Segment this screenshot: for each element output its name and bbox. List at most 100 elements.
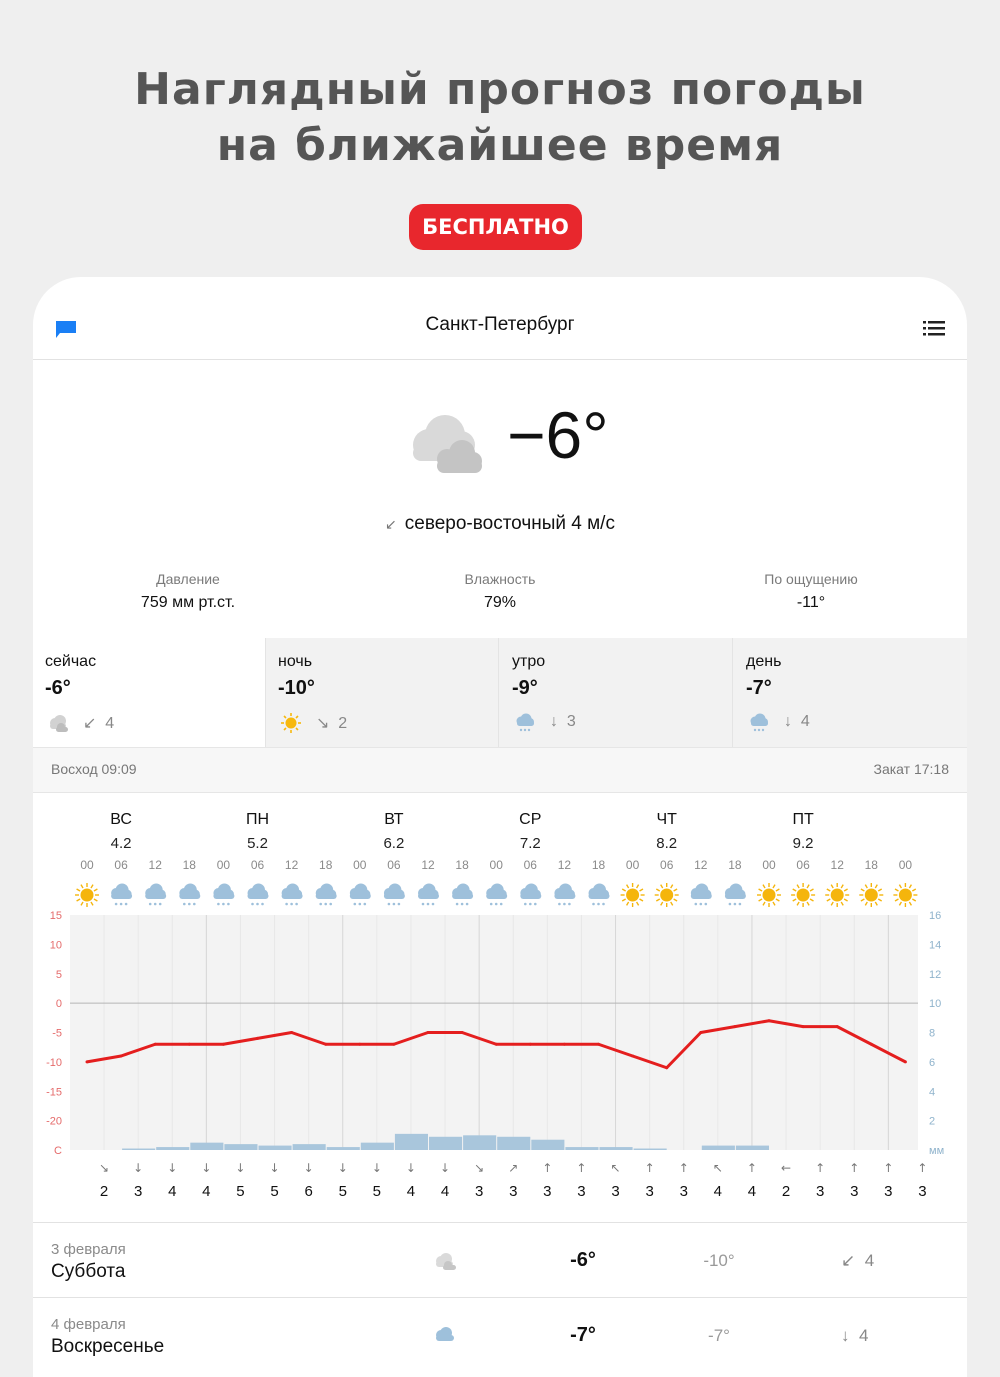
wind-speed-label: 3 xyxy=(816,1183,824,1200)
stat-label: Влажность xyxy=(464,571,536,587)
wind-direction-icon: ↑ xyxy=(849,1161,859,1175)
snow-icon xyxy=(383,883,405,906)
temperature-point xyxy=(119,1054,123,1058)
wind-speed-label: 5 xyxy=(236,1183,244,1200)
navigation-bar: Санкт-Петербург xyxy=(33,277,967,360)
sunrise-time: Восход 09:09 xyxy=(51,761,137,777)
humidity-stat: Влажность 79% xyxy=(350,569,650,617)
hour-label: 00 xyxy=(217,858,231,872)
temperature-point xyxy=(426,1031,430,1034)
precip-bar xyxy=(701,1145,735,1150)
temperature-point xyxy=(767,1019,771,1023)
wind-direction-icon: ↓ xyxy=(235,1161,245,1175)
snow-icon xyxy=(418,883,439,906)
snow-icon xyxy=(111,883,133,906)
wind-speed-label: 3 xyxy=(577,1183,585,1200)
wind-direction-icon: ↓ xyxy=(440,1161,450,1175)
period-temp: -6° xyxy=(45,677,71,699)
sun-icon xyxy=(620,883,645,907)
sun-icon xyxy=(893,883,918,907)
precip-axis-tick: 16 xyxy=(929,910,941,922)
wind-direction-icon: ↓ xyxy=(406,1161,416,1175)
snow-icon xyxy=(452,883,474,906)
hour-label: 06 xyxy=(114,858,128,872)
day-name: ПТ xyxy=(792,811,814,828)
snow-icon xyxy=(436,1327,454,1341)
day-date: 7.2 xyxy=(520,835,541,852)
precip-bar xyxy=(633,1148,667,1150)
wind-direction-icon: ↙ xyxy=(385,516,397,532)
wind-direction-icon: ↖ xyxy=(713,1161,723,1175)
menu-list-icon[interactable] xyxy=(923,319,945,337)
temperature-point xyxy=(903,1060,907,1064)
wind-speed: 4 xyxy=(105,715,115,732)
precip-bar xyxy=(463,1135,497,1150)
wind-speed: 2 xyxy=(338,715,348,732)
period-wind: ↘ 2 xyxy=(316,713,347,733)
stat-label: Давление xyxy=(156,571,220,587)
hour-label: 00 xyxy=(490,858,504,872)
daily-row[interactable]: 3 февраля Суббота -6° -10° ↙ 4 xyxy=(33,1222,967,1298)
promo-headline-line1: Наглядный прогноз погоды xyxy=(134,64,866,115)
city-title[interactable]: Санкт-Петербург xyxy=(425,314,575,335)
free-badge: БЕСПЛАТНО xyxy=(409,204,582,250)
sun-icon xyxy=(654,883,679,907)
temp-axis-tick: 0 xyxy=(56,998,62,1010)
wind-speed-label: 4 xyxy=(407,1183,415,1200)
wind-text: северо-восточный 4 м/с xyxy=(404,513,615,534)
wind-direction-icon: ↓ xyxy=(784,713,792,730)
precip-bar xyxy=(531,1139,565,1150)
wind-speed: 3 xyxy=(566,713,576,730)
hour-label: 06 xyxy=(660,858,674,872)
period-day[interactable]: день -7° ↓ 4 xyxy=(734,638,967,747)
temp-axis-tick: -20 xyxy=(46,1116,62,1128)
forecast-chart[interactable]: 15 10 5 0 -5 -10 -15 -20 C 16 14 12 10 8 6 4 2 мм ВС 4.2 ПН 5… xyxy=(33,792,967,1222)
day-weekday: Воскресенье xyxy=(51,1336,165,1357)
day-name: ЧТ xyxy=(656,811,677,828)
divider xyxy=(498,638,499,747)
temperature-point xyxy=(187,1042,191,1046)
period-morning[interactable]: утро -9° ↓ 3 xyxy=(500,638,733,747)
hour-label: 00 xyxy=(899,858,913,872)
hour-label: 18 xyxy=(728,858,742,872)
wind-speed-label: 3 xyxy=(509,1183,517,1200)
wind-speed: 4 xyxy=(864,1251,875,1270)
wind-direction-icon: ↓ xyxy=(270,1161,280,1175)
period-night[interactable]: ночь -10° ↘ 2 xyxy=(266,638,499,747)
wind-direction-icon: ↗ xyxy=(508,1161,518,1175)
period-now[interactable]: сейчас -6° ↙ 4 xyxy=(33,638,266,747)
day-wind: ↓ 4 xyxy=(841,1326,868,1346)
snow-icon xyxy=(281,883,303,906)
wind-direction-icon: ↓ xyxy=(338,1161,348,1175)
day-name: ВТ xyxy=(384,811,404,828)
wind-speed-label: 3 xyxy=(611,1183,619,1200)
hour-label: 00 xyxy=(626,858,640,872)
wind-direction-icon: ↓ xyxy=(372,1161,382,1175)
day-date: 9.2 xyxy=(793,835,814,852)
wind-speed-label: 3 xyxy=(645,1183,653,1200)
stat-value: 759 мм рт.ст. xyxy=(140,594,236,611)
wind-speed-label: 4 xyxy=(168,1183,176,1200)
precip-bar xyxy=(156,1147,190,1150)
precip-bar xyxy=(360,1142,394,1150)
hour-label: 18 xyxy=(319,858,333,872)
divider xyxy=(732,638,733,747)
temperature-point xyxy=(290,1031,294,1034)
precip-axis-tick: 10 xyxy=(929,998,941,1010)
daily-row[interactable]: 4 февраля Воскресенье -7° -7° ↓ 4 xyxy=(33,1297,967,1373)
period-wind: ↓ 4 xyxy=(784,713,810,731)
cloudy-icon xyxy=(50,715,68,732)
day-date: 4 февраля xyxy=(51,1316,126,1333)
temperature-point xyxy=(460,1031,464,1034)
hour-label: 18 xyxy=(592,858,606,872)
temp-axis-tick: -15 xyxy=(46,1086,62,1098)
temp-axis-tick: C xyxy=(54,1145,62,1157)
sun-times-bar: Восход 09:09 Закат 17:18 xyxy=(33,747,967,793)
temp-axis-tick: -10 xyxy=(46,1057,62,1069)
hour-label: 18 xyxy=(865,858,879,872)
day-name: СР xyxy=(519,811,541,828)
app-screen: Санкт-Петербург −6° ↙ северо-восточный 4 … xyxy=(33,277,967,1377)
flag-icon[interactable] xyxy=(55,319,77,339)
snow-icon xyxy=(349,883,371,906)
temperature-point xyxy=(733,1025,737,1029)
